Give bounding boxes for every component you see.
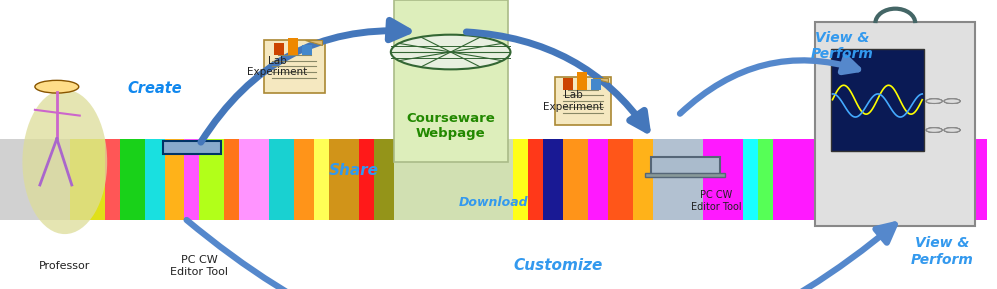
Polygon shape (305, 40, 321, 45)
Circle shape (944, 128, 960, 132)
Bar (302, 45, 312, 55)
Text: View &
Perform: View & Perform (811, 31, 874, 61)
FancyBboxPatch shape (163, 141, 221, 154)
Circle shape (944, 99, 960, 103)
Bar (120, 139, 145, 220)
Bar (608, 139, 633, 220)
Circle shape (926, 99, 942, 103)
Circle shape (944, 99, 960, 103)
Bar (563, 139, 588, 220)
Circle shape (926, 99, 942, 103)
Circle shape (926, 128, 942, 132)
Bar (224, 139, 239, 220)
FancyBboxPatch shape (815, 22, 975, 226)
Text: Lab
Experiment: Lab Experiment (543, 90, 603, 112)
Text: Customize: Customize (513, 258, 603, 273)
Bar (274, 43, 284, 55)
Bar (288, 38, 298, 55)
Circle shape (944, 128, 960, 132)
Circle shape (944, 128, 960, 132)
Bar (513, 139, 528, 220)
Circle shape (35, 80, 79, 93)
Text: PC CW
Editor Tool: PC CW Editor Tool (691, 190, 741, 212)
Text: Courseware
Webpage: Courseware Webpage (406, 112, 496, 140)
Bar (0, 139, 70, 220)
Text: Share: Share (329, 163, 379, 178)
FancyBboxPatch shape (651, 157, 720, 174)
Polygon shape (593, 78, 608, 82)
Bar (394, 0, 508, 162)
Bar (105, 139, 120, 220)
FancyBboxPatch shape (555, 77, 611, 125)
Bar (314, 139, 329, 220)
Bar (773, 139, 798, 220)
Circle shape (391, 35, 510, 69)
Bar (294, 139, 314, 220)
Bar (269, 139, 294, 220)
Bar (563, 78, 573, 90)
Bar (798, 139, 987, 220)
Bar (199, 139, 224, 220)
FancyBboxPatch shape (263, 40, 324, 93)
Text: Lab
Experiment: Lab Experiment (247, 56, 307, 77)
Bar (145, 139, 165, 220)
Circle shape (926, 99, 942, 103)
FancyBboxPatch shape (831, 49, 924, 151)
Text: PC CW
Editor Tool: PC CW Editor Tool (170, 255, 228, 277)
Bar (70, 139, 105, 220)
Bar (374, 139, 394, 220)
Circle shape (926, 128, 942, 132)
Bar (591, 79, 601, 90)
Circle shape (944, 99, 960, 103)
Bar (653, 139, 703, 220)
Text: Professor: Professor (39, 261, 91, 271)
Bar (633, 139, 653, 220)
Bar (329, 139, 359, 220)
Bar (239, 139, 269, 220)
Bar (184, 139, 199, 220)
Ellipse shape (22, 90, 107, 234)
Bar (528, 139, 543, 220)
Circle shape (926, 128, 942, 132)
Circle shape (944, 99, 960, 103)
Text: Download: Download (459, 196, 528, 209)
Bar (165, 139, 184, 220)
Bar (588, 139, 608, 220)
Circle shape (926, 128, 942, 132)
Bar (543, 139, 563, 220)
Circle shape (944, 128, 960, 132)
Text: Create: Create (128, 81, 181, 96)
Bar (577, 72, 587, 90)
Text: View &
Perform: View & Perform (910, 236, 974, 266)
Bar (703, 139, 743, 220)
FancyBboxPatch shape (645, 173, 725, 177)
Bar (743, 139, 758, 220)
Bar (758, 139, 773, 220)
Bar (394, 139, 513, 220)
Circle shape (926, 99, 942, 103)
Bar (359, 139, 374, 220)
